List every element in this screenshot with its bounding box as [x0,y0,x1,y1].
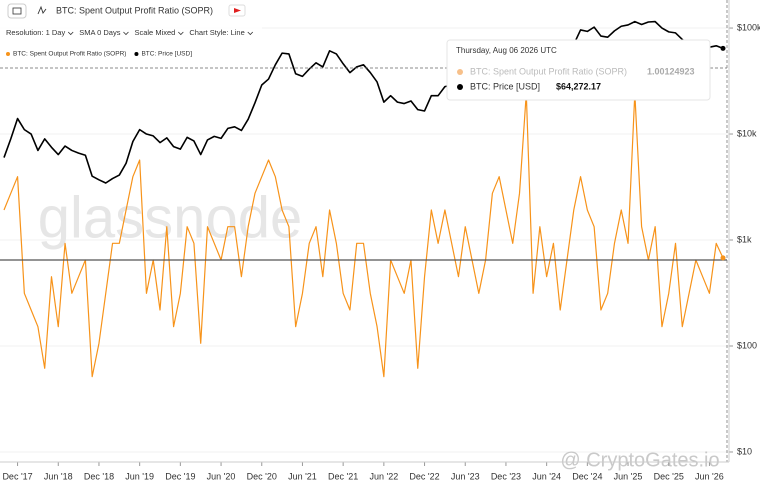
x-tick-label: Jun '25 [614,471,643,481]
dropdown-caret [123,31,129,36]
plot [0,20,727,378]
tooltip-date: Thursday, Aug 06 2026 UTC [456,46,557,55]
legend-label[interactable]: BTC: Spent Output Profit Ratio (SOPR) [13,51,126,58]
dropdown-caret [178,31,184,36]
tooltip-series: BTC: Spent Output Profit Ratio (SOPR) [470,66,627,76]
dropdown-caret [247,31,254,36]
tooltip-value: 1.00124923 [647,66,695,76]
x-tick-label: Dec '24 [572,471,602,481]
hover-point [720,45,726,51]
x-tick-label: Jun '19 [125,471,154,481]
sidebar-icon [12,7,22,15]
legend-label[interactable]: BTC: Price [USD] [141,51,192,58]
toolbar-button[interactable]: Resolution: 1 Day [6,28,65,37]
y2-tick-label: $100k [737,22,760,32]
hover-point [720,255,726,261]
chart-title[interactable]: BTC: Spent Output Profit Ratio (SOPR) [56,5,213,15]
tooltip-swatch [457,69,463,75]
tooltip-box [446,39,711,101]
x-tick-label: Jun '18 [44,471,73,481]
credit: @ CryptoGates.io [560,449,719,471]
watermark: glassnode [38,185,302,250]
price-line [3,20,724,184]
y2-tick-label: $100 [737,340,757,350]
x-tick-label: Jun '26 [695,471,724,481]
x-tick-label: Jun '21 [288,471,317,481]
x-tick-label: Dec '22 [409,471,439,481]
toolbar-button[interactable]: Chart Style: Line [189,28,244,37]
toolbar-button[interactable]: Scale Mixed [134,28,175,37]
toolbar-bg [0,0,262,62]
x-tick-label: Dec '20 [247,471,277,481]
legend-swatch [134,52,139,56]
sopr-line [3,92,724,378]
tooltip-value: $64,272.17 [556,81,601,91]
x-tick-label: Dec '18 [84,471,114,481]
x-tick-label: Jun '24 [532,471,561,481]
y2-tick-label: $1k [737,234,752,244]
metric-icon [37,5,47,15]
x-tick-label: Dec '21 [328,471,358,481]
dropdown-caret [67,31,74,36]
legend: BTC: Spent Output Profit Ratio (SOPR) BTC… [6,51,192,58]
x-tick-label: Jun '20 [207,471,236,481]
toolbar: Resolution: 1 Day SMA 0 Days Scale Mixed Ch… [6,28,254,37]
y2-tick-label: $10 [737,446,752,456]
x-tick-label: Dec '19 [165,471,195,481]
x-tick-label: Dec '25 [654,471,684,481]
sidebar-button[interactable] [7,3,27,19]
tooltip-swatch [457,84,463,90]
video-icon [234,8,241,13]
legend-swatch [6,52,10,56]
tooltip: Thursday, Aug 06 2026 UTC BTC: Spent Out… [446,39,711,101]
x-tick-label: Jun '23 [451,471,480,481]
x-tick-label: Dec '23 [491,471,521,481]
tooltip-series: BTC: Price [USD] [470,81,540,91]
x-tick-label: Dec '17 [2,471,32,481]
y2-tick-label: $10k [737,128,757,138]
x-tick-label: Jun '22 [369,471,398,481]
toolbar-button[interactable]: SMA 0 Days [79,28,121,37]
